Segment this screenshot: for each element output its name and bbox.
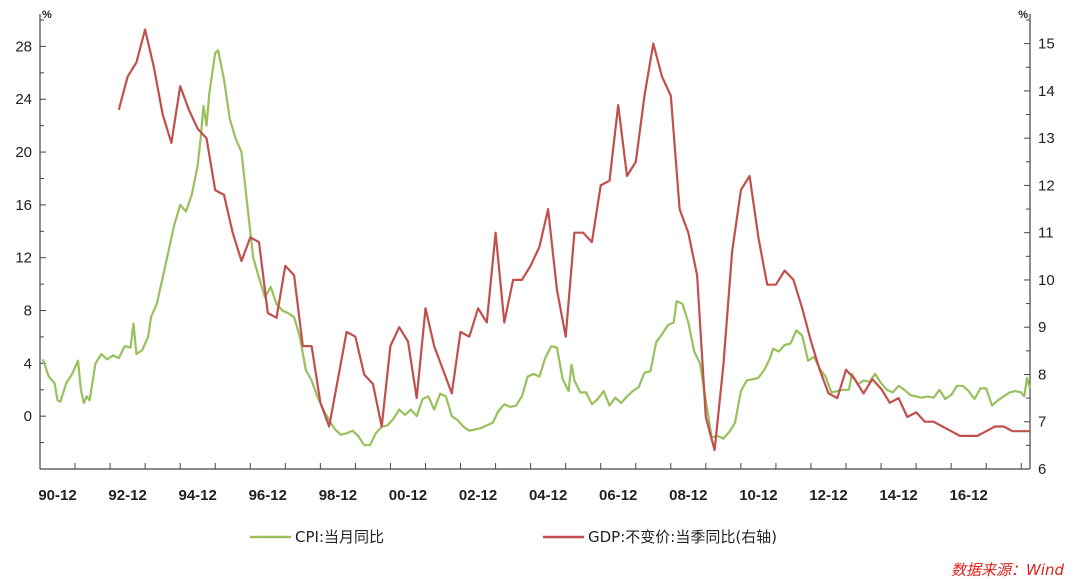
gdp-series-line xyxy=(117,28,1030,452)
right-tick-label: 6 xyxy=(1038,461,1046,478)
x-tick-label: 98-12 xyxy=(319,487,357,504)
left-tick-label: 28 xyxy=(15,38,32,55)
right-tick-label: 11 xyxy=(1038,225,1054,242)
x-tick-label: 00-12 xyxy=(389,487,427,504)
cpi-series-line xyxy=(41,49,1032,447)
left-tick-label: 12 xyxy=(15,250,32,267)
left-tick-label: 0 xyxy=(24,408,32,425)
right-tick-label: 8 xyxy=(1038,366,1046,383)
legend-label-gdp: GDP:不变价:当季同比(右轴) xyxy=(588,528,777,546)
right-tick-label: 9 xyxy=(1038,319,1046,336)
axes-layer: % % 0 4 8 12 16 20 24 28 6 7 8 9 10 11 12 13 14 15 90-12 92-1… xyxy=(15,9,1054,504)
x-tick-label: 92-12 xyxy=(108,487,146,504)
x-tick-label: 96-12 xyxy=(249,487,287,504)
right-tick-label: 15 xyxy=(1038,36,1055,53)
right-tick-label: 14 xyxy=(1038,83,1055,100)
x-tick-label: 12-12 xyxy=(809,487,847,504)
right-tick-label: 12 xyxy=(1038,177,1055,194)
left-tick-label: 20 xyxy=(15,144,32,161)
x-tick-label: 04-12 xyxy=(529,487,567,504)
left-tick-label: 24 xyxy=(15,91,32,108)
right-tick-label: 13 xyxy=(1038,130,1055,147)
right-axis-unit: % xyxy=(1018,9,1028,21)
series-layer xyxy=(41,28,1032,452)
x-tick-label: 16-12 xyxy=(949,487,987,504)
legend-label-cpi: CPI:当月同比 xyxy=(295,528,384,546)
x-tick-label: 02-12 xyxy=(459,487,497,504)
left-axis-unit: % xyxy=(42,9,52,21)
x-tick-label: 06-12 xyxy=(599,487,637,504)
left-tick-label: 8 xyxy=(24,303,32,320)
x-tick-label: 10-12 xyxy=(739,487,777,504)
right-tick-label: 7 xyxy=(1038,414,1046,431)
left-tick-label: 16 xyxy=(15,197,32,214)
x-tick-label: 08-12 xyxy=(669,487,707,504)
right-tick-label: 10 xyxy=(1038,272,1055,289)
left-tick-label: 4 xyxy=(24,355,32,372)
legend: CPI:当月同比 GDP:不变价:当季同比(右轴) xyxy=(250,528,777,546)
source-note: 数据来源：Wind xyxy=(951,561,1065,579)
x-tick-label: 14-12 xyxy=(879,487,917,504)
x-tick-label: 94-12 xyxy=(179,487,217,504)
x-tick-label: 90-12 xyxy=(38,487,76,504)
